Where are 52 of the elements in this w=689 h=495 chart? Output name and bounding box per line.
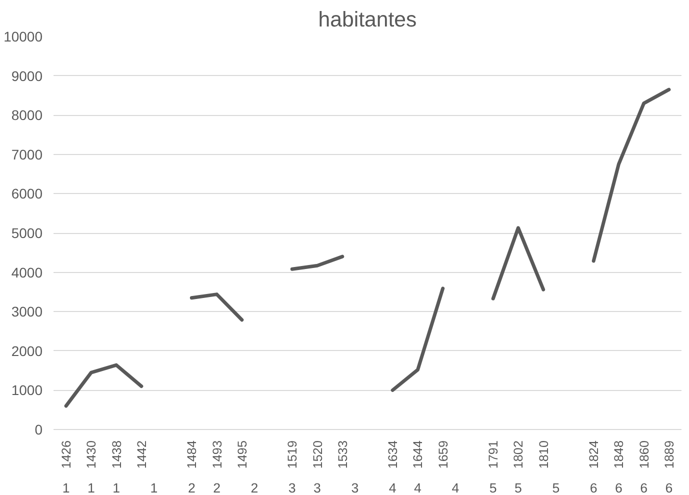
text: 5 (514, 480, 522, 495)
text: 4 (414, 480, 422, 495)
text: 1 (87, 480, 95, 495)
y-tick-label: 2000 (11, 342, 43, 359)
y-tick-label: 8000 (11, 107, 43, 124)
text: 6 (640, 480, 648, 495)
x-tick-label: 1426 (60, 440, 74, 469)
text: 3 (314, 480, 321, 495)
x-tick-label: 1802 (512, 440, 526, 469)
x-tick-label: 1889 (662, 440, 676, 469)
y-tick-label: 1000 (11, 382, 43, 398)
x-tick-label: 1430 (84, 440, 99, 469)
x-tick-label: 1824 (587, 440, 602, 469)
x-tick-label: 1519 (286, 440, 300, 469)
text: 3 (288, 480, 296, 495)
text: 6 (665, 480, 673, 495)
x-tick-label: 1810 (536, 440, 551, 469)
x-tick-label: 1659 (436, 440, 450, 469)
y-tick-label: 10000 (4, 28, 43, 44)
text: 2 (188, 480, 196, 495)
y-tick-label: 5000 (11, 225, 43, 241)
y-tick-label: 6000 (11, 186, 43, 202)
text: 4 (388, 480, 397, 495)
text: 6 (590, 480, 598, 495)
y-tick-label: 4000 (11, 264, 43, 280)
x-tick-label: 1495 (235, 440, 250, 469)
x-tick-label: 1848 (612, 440, 626, 469)
y-tick-label: 0 (34, 422, 43, 438)
text: 4 (452, 480, 460, 495)
y-tick-label: 7000 (11, 146, 43, 162)
x-tick-label: 1533 (336, 440, 350, 469)
x-tick-label: 1791 (486, 440, 501, 469)
x-tick-label: 1438 (110, 440, 124, 469)
y-tick-label: 9000 (11, 68, 43, 84)
y-tick-label: 3000 (11, 304, 43, 320)
text: 1 (112, 480, 120, 495)
text: 1 (150, 480, 158, 495)
chart-title: habitantes (318, 8, 417, 32)
x-tick-label: 1634 (386, 440, 400, 469)
text: 2 (250, 480, 258, 495)
text: 5 (489, 480, 497, 495)
text: 3 (351, 480, 359, 495)
x-tick-label: 1644 (411, 440, 426, 469)
text: 1 (62, 480, 70, 495)
text: 2 (213, 480, 220, 495)
x-tick-label: 1860 (637, 440, 652, 469)
text: 6 (614, 480, 622, 495)
x-tick-label: 1442 (134, 440, 149, 469)
x-tick-label: 1484 (185, 440, 200, 469)
x-tick-label: 1520 (310, 440, 325, 469)
text: 5 (552, 480, 560, 495)
x-tick-label: 1493 (210, 440, 224, 469)
